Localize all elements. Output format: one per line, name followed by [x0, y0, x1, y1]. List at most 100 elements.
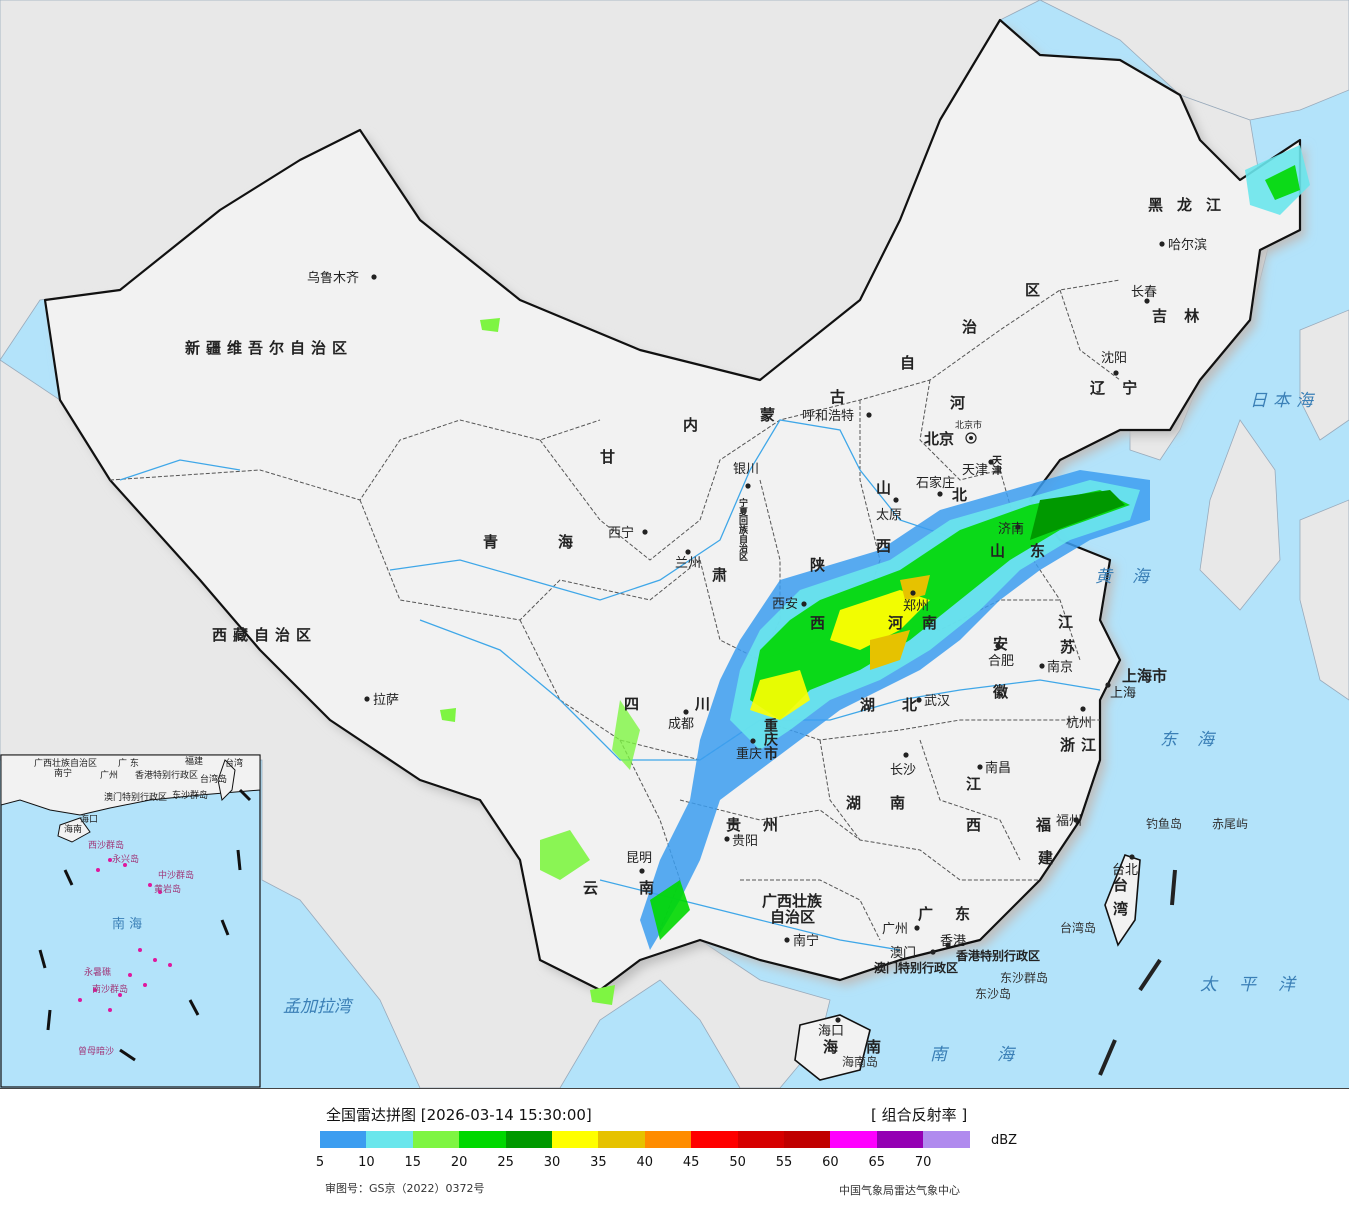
- maritime-boundary: [1098, 869, 1177, 1076]
- label-neimenggu-4: 自: [900, 354, 915, 372]
- city-shanghai: 上海: [1110, 686, 1136, 701]
- label-jiangxi-2: 西: [966, 816, 981, 834]
- inset-guangdong: 广 东: [118, 757, 139, 769]
- label-neimenggu-3: 古: [830, 388, 845, 406]
- city-hongkong: 香港: [940, 934, 966, 949]
- sea-japan: 日本海: [1250, 391, 1319, 411]
- legend-tick-label: 70: [914, 1155, 932, 1170]
- label-hk: 香港特别行政区: [955, 948, 1040, 963]
- city-taipei: 台北: [1112, 863, 1138, 878]
- label-shanxi-2: 西: [876, 537, 891, 555]
- marker-lhasa: [364, 696, 370, 702]
- marker-yinchuan: [745, 483, 751, 489]
- label-fujian-2: 建: [1038, 849, 1054, 867]
- city-guangzhou: 广州: [882, 922, 908, 937]
- label-hubei-1: 湖: [860, 696, 875, 714]
- city-shenyang: 沈阳: [1101, 351, 1127, 366]
- marker-beijing: [965, 432, 977, 444]
- label-zhejiang: 浙江: [1060, 736, 1102, 754]
- label-yunnan-2: 南: [639, 879, 654, 897]
- label-gansu-1: 甘: [600, 448, 615, 466]
- city-tianjin: 天津: [962, 463, 988, 478]
- label-neimenggu-6: 区: [1025, 281, 1040, 299]
- marker-nanning: [784, 937, 790, 943]
- label-henan-2: 南: [922, 614, 937, 632]
- label-anhui-2: 徽: [992, 683, 1009, 701]
- label-neimenggu-2: 蒙: [760, 406, 775, 424]
- label-guangdong-1: 广: [918, 905, 933, 923]
- label-shaanxi-2: 西: [810, 614, 825, 632]
- legend-tick-label: 20: [450, 1155, 468, 1170]
- marker-xining: [642, 529, 648, 535]
- legend-tick-label: 15: [404, 1155, 422, 1170]
- label-guangxi-1: 广西壮族: [762, 892, 823, 910]
- city-chongqing: 重庆: [736, 746, 762, 762]
- marker-zhengzhou: [910, 590, 916, 596]
- inset-nansha: 南沙群岛: [92, 983, 128, 995]
- inset-south-sea: 南 海: [112, 916, 142, 932]
- label-neimenggu-1: 内: [683, 416, 698, 434]
- city-urumqi: 乌鲁木齐: [307, 270, 359, 286]
- inset-yongshu: 永暑礁: [84, 966, 111, 978]
- label-hunan-2: 南: [890, 794, 905, 812]
- island-taiwan: 台湾岛: [1060, 920, 1096, 935]
- map-title: 全国雷达拼图 [2026-03-14 15:30:00]: [326, 1106, 592, 1124]
- city-xining: 西宁: [608, 525, 634, 541]
- city-macao: 澳门: [890, 945, 916, 961]
- label-hubei-2: 北: [902, 696, 917, 714]
- legend-swatch: [830, 1131, 878, 1148]
- marker-macao: [930, 949, 936, 955]
- legend-swatch: [552, 1131, 599, 1148]
- label-ningxia: 宁夏回族自治区: [737, 497, 749, 561]
- inset-huangyan: 黄岩岛: [154, 883, 181, 895]
- inset-zhongsha: 中沙群岛: [158, 869, 194, 881]
- marker-chongqing: [750, 738, 756, 744]
- inset-macau: 澳门特别行政区: [104, 791, 167, 803]
- legend-tick-label: 60: [822, 1155, 839, 1170]
- marker-harbin: [1159, 241, 1165, 247]
- sea-yellow: 黄海: [1095, 567, 1169, 587]
- marker-taiyuan: [893, 497, 899, 503]
- city-taiyuan: 太原: [876, 508, 902, 523]
- island-diaoyu: 钓鱼岛: [1146, 816, 1182, 831]
- legend-swatch: [505, 1131, 553, 1148]
- marker-shijiazhuang: [937, 491, 943, 497]
- marker-hangzhou: [1080, 706, 1086, 712]
- legend-tick-label: 40: [636, 1155, 654, 1170]
- inset-taiwan: 台湾: [225, 757, 243, 769]
- legend-tick-label: 50: [729, 1155, 746, 1170]
- label-chongqing: 重庆市: [762, 717, 778, 761]
- city-wuhan: 武汉: [924, 694, 950, 709]
- marker-changsha: [903, 752, 909, 758]
- label-guizhou-2: 州: [762, 816, 778, 834]
- legend-tick-label: 25: [497, 1155, 514, 1170]
- sea-south: 南海: [930, 1045, 1064, 1065]
- label-sichuan-2: 川: [694, 695, 710, 713]
- label-shaanxi-1: 陕: [810, 556, 825, 574]
- product-name: [ 组合反射率 ]: [871, 1106, 968, 1124]
- legend-swatch: [459, 1131, 507, 1148]
- label-guangdong-2: 东: [955, 905, 970, 923]
- marker-hefei: [995, 643, 1001, 649]
- label-xinjiang: 新疆维吾尔自治区: [185, 339, 353, 357]
- label-yunnan-1: 云: [583, 879, 598, 897]
- radar-map: 新疆维吾尔自治区 西藏自治区 青海 甘 肃 内 蒙 古 自 治 区 黑龙江 吉 …: [0, 0, 1349, 1088]
- sea-labels: 日本海 黄海 东海 太平洋 南海 孟加拉湾: [283, 391, 1319, 1065]
- city-nanchang: 南昌: [985, 760, 1011, 776]
- marker-guiyang: [724, 836, 730, 842]
- city-changchun: 长春: [1131, 285, 1157, 300]
- city-xian: 西安: [772, 597, 798, 612]
- city-chengdu: 成都: [668, 717, 694, 732]
- label-guangxi-2: 自治区: [770, 908, 815, 926]
- marker-fuzhou: [1073, 817, 1079, 823]
- island-dongsha-2: 东沙岛: [975, 986, 1011, 1001]
- city-fuzhou: 福州: [1056, 814, 1082, 829]
- hainan-island-shape: [794, 1014, 871, 1081]
- inset-nanning: 南宁: [54, 767, 72, 779]
- legend-swatch: [412, 1131, 460, 1148]
- inset-dongsha: 东沙群岛: [172, 789, 208, 801]
- label-gansu-2: 肃: [712, 566, 727, 584]
- inset-haikou: 海口: [80, 813, 98, 825]
- legend-tick-label: 65: [868, 1155, 886, 1170]
